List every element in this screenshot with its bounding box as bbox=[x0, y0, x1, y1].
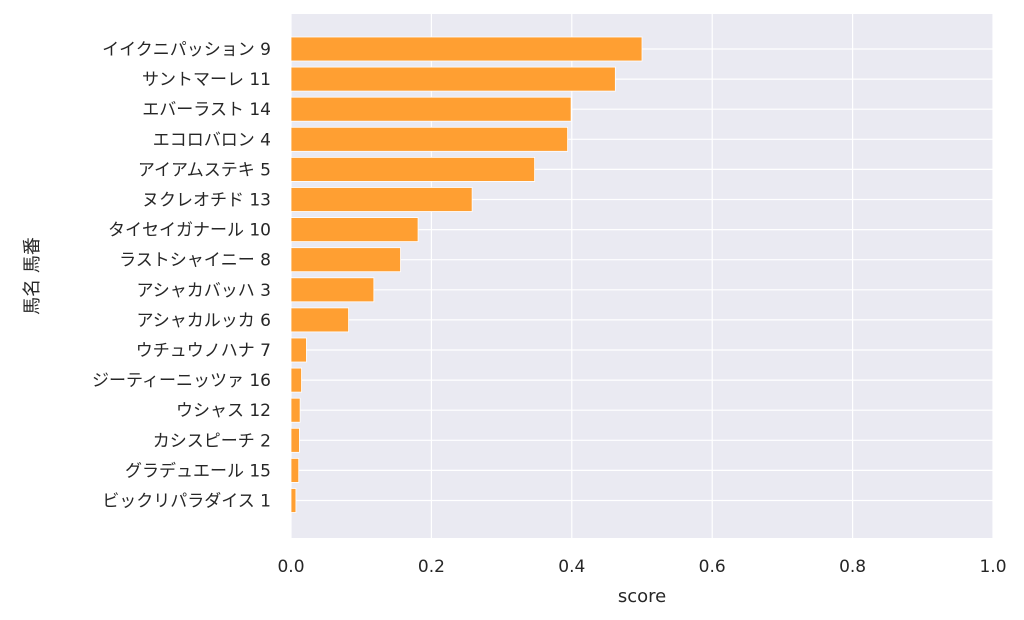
bar bbox=[290, 307, 349, 333]
bar bbox=[290, 36, 643, 62]
y-tick-label: ウチュウノハナ 7 bbox=[136, 341, 271, 361]
bar bbox=[290, 337, 307, 363]
y-tick-label: ウシャス 12 bbox=[176, 401, 271, 421]
bar bbox=[290, 156, 535, 182]
x-axis-label: score bbox=[618, 586, 666, 607]
y-tick-labels: イイクニパッション 9 サントマーレ 11 エバーラスト 14 エコロバロン 4 アイア… bbox=[92, 40, 271, 512]
bar bbox=[290, 126, 568, 152]
y-tick-label: ビックリパラダイス 1 bbox=[102, 492, 271, 512]
y-tick-label: グラデュエール 15 bbox=[125, 460, 271, 481]
x-tick-label: 0.2 bbox=[418, 557, 445, 577]
bar bbox=[290, 427, 300, 453]
bar bbox=[290, 187, 473, 212]
bar bbox=[290, 397, 301, 423]
bar bbox=[290, 488, 297, 513]
x-tick-label: 1.0 bbox=[979, 557, 1006, 577]
x-tick-label: 0.4 bbox=[558, 557, 585, 577]
bar bbox=[290, 247, 401, 273]
y-tick-label: イイクニパッション 9 bbox=[102, 40, 271, 60]
bar bbox=[290, 66, 616, 92]
y-tick-label: ラストシャイニー 8 bbox=[119, 251, 271, 271]
y-tick-label: エコロバロン 4 bbox=[153, 130, 271, 150]
y-tick-label: サントマーレ 11 bbox=[142, 70, 271, 90]
y-tick-label: アシャカルッカ 6 bbox=[136, 311, 271, 331]
bar bbox=[290, 277, 375, 303]
y-tick-label: ジーティーニッツァ 16 bbox=[92, 371, 271, 391]
plot-background bbox=[291, 14, 993, 538]
x-tick-labels: 0.0 0.2 0.4 0.6 0.8 1.0 bbox=[277, 557, 1006, 577]
y-tick-label: エバーラスト 14 bbox=[142, 100, 271, 120]
x-tick-label: 0.8 bbox=[839, 557, 866, 577]
y-axis-label: 馬名 馬番 bbox=[22, 237, 43, 315]
y-tick-label: アシャカバッハ 3 bbox=[136, 281, 271, 301]
x-tick-label: 0.0 bbox=[277, 557, 304, 577]
y-tick-label: カシスピーチ 2 bbox=[153, 431, 271, 451]
bar bbox=[290, 96, 572, 122]
bar bbox=[290, 217, 419, 243]
bar bbox=[290, 367, 302, 393]
x-tick-label: 0.6 bbox=[699, 557, 726, 577]
bar bbox=[290, 457, 300, 483]
y-tick-label: アイアムステキ 5 bbox=[138, 160, 271, 180]
y-tick-label: ヌクレオチド 13 bbox=[142, 191, 271, 211]
bars-group bbox=[290, 36, 643, 513]
y-tick-label: タイセイガナール 10 bbox=[108, 221, 271, 241]
